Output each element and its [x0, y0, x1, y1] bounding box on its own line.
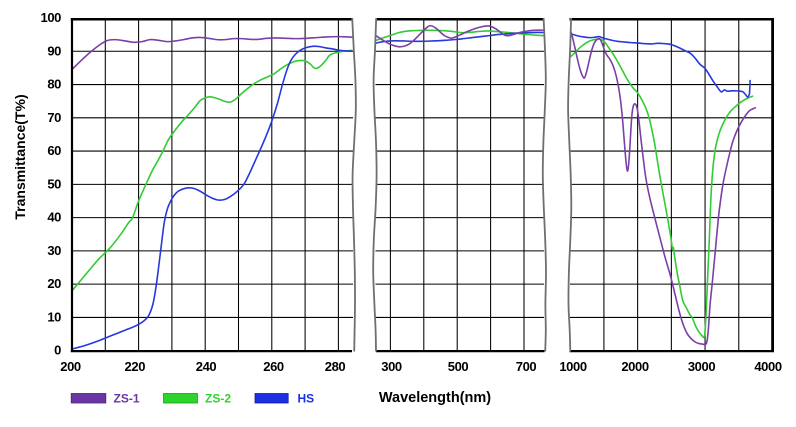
svg-text:ZS-2: ZS-2	[205, 392, 231, 406]
svg-text:70: 70	[47, 110, 61, 125]
svg-text:1000: 1000	[559, 359, 586, 374]
svg-text:300: 300	[381, 359, 402, 374]
svg-text:10: 10	[47, 309, 61, 324]
svg-text:2000: 2000	[621, 359, 648, 374]
svg-text:220: 220	[125, 359, 146, 374]
svg-text:40: 40	[47, 210, 61, 225]
svg-text:60: 60	[47, 143, 61, 158]
svg-text:80: 80	[47, 77, 61, 92]
svg-text:260: 260	[263, 359, 284, 374]
svg-text:0: 0	[54, 343, 61, 358]
svg-text:Transmittance(T%): Transmittance(T%)	[12, 94, 28, 219]
svg-text:280: 280	[325, 359, 346, 374]
svg-text:240: 240	[196, 359, 217, 374]
svg-text:30: 30	[47, 243, 61, 258]
svg-text:100: 100	[41, 10, 62, 25]
svg-text:3000: 3000	[688, 359, 715, 374]
svg-text:ZS-1: ZS-1	[114, 392, 140, 406]
svg-text:HS: HS	[298, 392, 315, 406]
svg-text:20: 20	[47, 276, 61, 291]
svg-text:700: 700	[516, 359, 537, 374]
svg-text:90: 90	[47, 43, 61, 58]
svg-text:50: 50	[47, 176, 61, 191]
svg-text:500: 500	[448, 359, 469, 374]
svg-text:4000: 4000	[754, 359, 781, 374]
svg-text:Wavelength(nm): Wavelength(nm)	[379, 390, 491, 406]
svg-text:200: 200	[60, 359, 81, 374]
